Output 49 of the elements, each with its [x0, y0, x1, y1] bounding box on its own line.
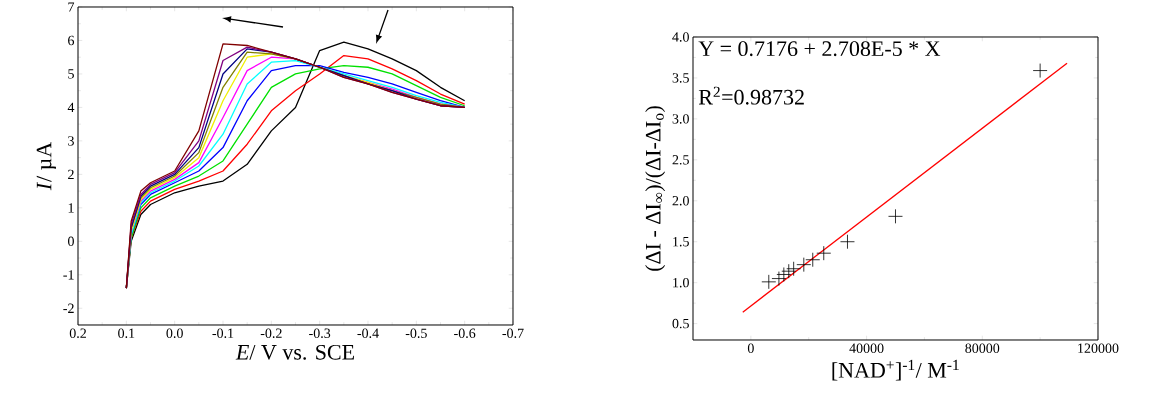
y-tick-label: 1.0 — [673, 277, 689, 288]
point — [805, 252, 821, 268]
y-tick-label: -1 — [63, 270, 74, 280]
x-tick-label: 0.1 — [118, 328, 135, 339]
y-tick-label: 2.0 — [672, 196, 689, 206]
point — [1032, 63, 1048, 78]
y-tick-label: 0.5 — [672, 318, 689, 329]
point — [781, 263, 797, 279]
x-axis-title: [NAD$^{+}$]$^{-1}$/ M$^{-1}$ — [832, 359, 959, 381]
y-tick-label: 6 — [68, 35, 75, 46]
x-tick-label: 40000 — [849, 343, 884, 353]
point — [840, 234, 855, 250]
y-tick-label: 0 — [68, 236, 74, 247]
y-tick-label: 2 — [68, 169, 74, 179]
y-tick-label: 1 — [68, 203, 74, 213]
x-tick-label: -0.2 — [260, 328, 282, 339]
point — [771, 271, 787, 286]
point — [816, 245, 832, 261]
y-axis-title: I/ µA — [36, 141, 56, 191]
point — [796, 257, 812, 273]
y-axis-title: (ΔI - ΔI$_{∞}$)/(ΔI-ΔI$_{o}$) — [645, 106, 666, 271]
y-tick-label: 7 — [68, 2, 75, 12]
x-tick-label: 80000 — [965, 343, 1000, 353]
x-tick-label: -0.5 — [405, 328, 427, 339]
x-tick-label: -0.4 — [357, 328, 379, 339]
x-tick-label: -0.7 — [502, 328, 524, 339]
x-tick-label: 120000 — [1078, 343, 1119, 353]
x-tick-label: 0 — [747, 343, 754, 353]
point — [888, 208, 903, 224]
point — [761, 274, 777, 290]
y-tick-label: 3.0 — [672, 114, 689, 124]
annotation: R$^{2}$=0.98732 — [698, 86, 804, 105]
x-tick-label: -0.6 — [454, 328, 476, 339]
x-tick-label: 0.0 — [166, 328, 183, 339]
y-tick-label: 3 — [68, 136, 74, 146]
y-tick-label: -2 — [63, 303, 74, 313]
x-axis-title: E/ V vs. SCE — [235, 344, 354, 360]
y-tick-label: 1.5 — [673, 236, 689, 247]
y-tick-label: 4.0 — [672, 32, 689, 42]
x-tick-label: -0.3 — [309, 328, 331, 339]
point — [786, 261, 802, 277]
y-tick-label: 5 — [68, 69, 74, 79]
point — [776, 267, 792, 282]
annotation: Y = 0.7176 + 2.708E-5 * X — [698, 41, 941, 57]
x-tick-label: 0.2 — [69, 328, 86, 339]
y-tick-label: 3.5 — [672, 73, 689, 83]
y-tick-label: 4 — [67, 102, 75, 113]
y-tick-label: 2.5 — [672, 155, 689, 165]
x-tick-label: -0.1 — [212, 328, 234, 339]
